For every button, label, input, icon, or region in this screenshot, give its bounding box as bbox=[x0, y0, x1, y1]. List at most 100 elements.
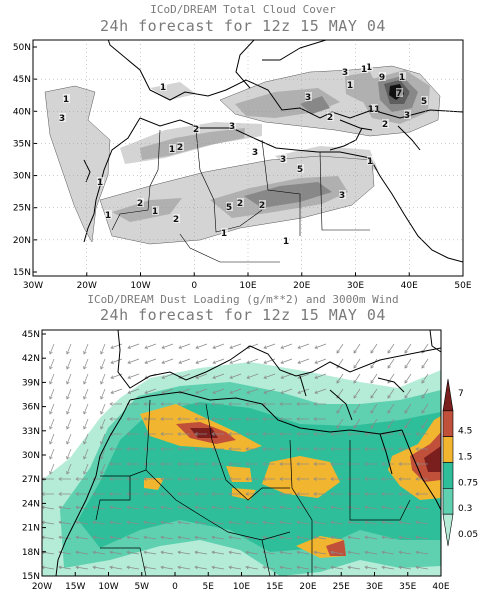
lon-tick-label: 5E bbox=[203, 582, 215, 592]
wind-arrow bbox=[161, 388, 174, 394]
wind-arrow-head bbox=[126, 432, 130, 436]
wind-arrow-head bbox=[296, 447, 300, 451]
wind-arrow-head bbox=[143, 535, 147, 540]
contour-label: 1 bbox=[367, 157, 373, 167]
wind-arrow bbox=[212, 358, 225, 364]
wind-arrow bbox=[66, 403, 72, 415]
wind-arrow-head bbox=[160, 505, 164, 510]
wind-arrow-head bbox=[178, 345, 183, 349]
wind-arrow bbox=[49, 388, 55, 400]
wind-arrow bbox=[83, 343, 89, 355]
wind-arrow bbox=[313, 551, 327, 555]
wind-arrow bbox=[246, 358, 259, 364]
wind-arrow-head bbox=[143, 492, 147, 496]
wind-arrow-head bbox=[126, 505, 130, 510]
wind-arrow bbox=[229, 388, 242, 394]
wind-arrow-head bbox=[42, 535, 45, 540]
wind-arrow-head bbox=[415, 492, 419, 496]
contour-label: 1 bbox=[169, 145, 175, 155]
wind-arrow-head bbox=[177, 492, 181, 496]
wind-arrow-head bbox=[387, 364, 391, 369]
wind-arrow bbox=[404, 403, 412, 414]
wind-arrow bbox=[280, 358, 293, 364]
wind-arrow-head bbox=[194, 432, 198, 436]
wind-arrow-head bbox=[92, 505, 96, 510]
wind-arrow-head bbox=[83, 440, 87, 445]
wind-arrow-head bbox=[387, 424, 391, 429]
wind-arrow-head bbox=[280, 375, 285, 379]
wind-arrow-head bbox=[144, 345, 149, 349]
wind-arrow-head bbox=[143, 550, 147, 555]
wind-arrow-head bbox=[228, 535, 232, 540]
wind-arrow-head bbox=[143, 417, 147, 421]
wind-arrow-head bbox=[83, 425, 87, 430]
wind-arrow-head bbox=[211, 417, 215, 421]
wind-arrow-head bbox=[42, 477, 45, 481]
wind-arrow-head bbox=[66, 350, 70, 355]
wind-arrow bbox=[415, 566, 429, 570]
wind-arrow bbox=[336, 403, 344, 414]
wind-arrow-head bbox=[313, 417, 317, 421]
wind-arrow-head bbox=[364, 492, 368, 496]
wind-arrow-head bbox=[229, 345, 234, 349]
wind-arrow bbox=[262, 506, 276, 510]
contour-label: 2 bbox=[177, 143, 183, 153]
lat-tick-label: 15N bbox=[22, 572, 40, 582]
wind-arrow-head bbox=[58, 520, 62, 525]
wind-arrow-head bbox=[83, 395, 87, 400]
contour-label: 5 bbox=[226, 203, 232, 213]
wind-arrow-head bbox=[381, 477, 385, 481]
wind-arrow bbox=[83, 373, 89, 385]
wind-arrow bbox=[83, 418, 89, 430]
lon-tick-label: 0 bbox=[172, 582, 178, 592]
wind-arrow-head bbox=[100, 395, 104, 400]
wind-arrow-head bbox=[211, 550, 215, 555]
wind-arrow-head bbox=[262, 447, 266, 451]
contour-label-bg bbox=[59, 113, 66, 122]
top-lat-axis: 50N 45N 40N 35N 30N 25N 20N 15N bbox=[13, 43, 37, 278]
wind-arrow-head bbox=[194, 550, 198, 555]
wind-arrow bbox=[313, 506, 327, 510]
contour-label-bg bbox=[305, 92, 312, 101]
wind-arrow-head bbox=[49, 440, 53, 445]
wind-arrow-head bbox=[100, 380, 104, 385]
wind-arrow bbox=[353, 418, 361, 429]
wind-arrow bbox=[228, 536, 242, 540]
dust-loading-shading bbox=[42, 362, 441, 576]
wind-arrow-head bbox=[160, 565, 164, 570]
wind-arrow-head bbox=[109, 477, 113, 481]
wind-arrow-head bbox=[279, 520, 283, 525]
wind-arrow-head bbox=[211, 505, 215, 510]
wind-arrow-head bbox=[92, 535, 96, 540]
wind-arrow-head bbox=[279, 505, 283, 510]
wind-arrow bbox=[100, 433, 106, 445]
wind-arrow-head bbox=[100, 365, 104, 370]
wind-arrow-head bbox=[228, 492, 232, 496]
lon-tick-label: 30E bbox=[366, 582, 383, 592]
wind-arrow-head bbox=[211, 492, 215, 496]
wind-arrow-head bbox=[212, 345, 217, 349]
contour-label: 1 bbox=[160, 83, 166, 93]
wind-arrow bbox=[195, 388, 208, 394]
wind-arrow-head bbox=[398, 462, 402, 466]
wind-arrow-head bbox=[280, 390, 285, 394]
wind-arrow-head bbox=[161, 360, 166, 364]
contour-label: 3 bbox=[339, 191, 345, 201]
wind-arrow-head bbox=[279, 447, 283, 451]
wind-arrow-head bbox=[370, 379, 374, 384]
wind-arrow-head bbox=[177, 402, 181, 406]
contour-label: 3 bbox=[252, 148, 258, 158]
wind-arrow bbox=[297, 388, 310, 394]
wind-arrow bbox=[92, 521, 106, 525]
wind-arrow bbox=[160, 521, 174, 525]
wind-arrow-head bbox=[347, 432, 351, 436]
wind-arrow-head bbox=[245, 535, 249, 540]
wind-arrow-head bbox=[212, 390, 217, 394]
wind-arrow-head bbox=[336, 349, 340, 354]
wind-arrow bbox=[194, 506, 208, 510]
wind-arrow-head bbox=[49, 455, 53, 460]
wind-arrow bbox=[66, 388, 72, 400]
wind-arrow bbox=[49, 373, 55, 385]
wind-arrow-head bbox=[262, 505, 266, 510]
wind-arrow bbox=[387, 373, 395, 384]
